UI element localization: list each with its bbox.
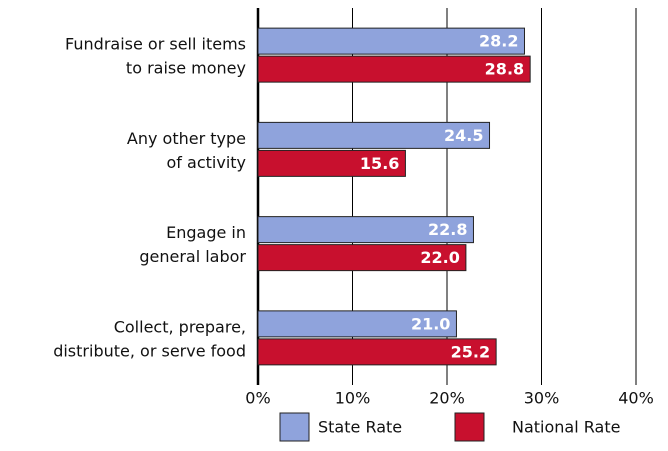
x-tick-label: 30%	[524, 389, 560, 408]
legend-swatch	[454, 412, 485, 442]
y-tick-label: general labor	[139, 247, 246, 266]
x-tick-label: 0%	[245, 389, 270, 408]
data-label: 22.0	[420, 248, 459, 267]
data-label: 21.0	[411, 314, 450, 333]
data-label: 24.5	[444, 126, 483, 145]
y-tick-label: Engage in	[166, 223, 246, 242]
legend-label: State Rate	[318, 418, 402, 437]
y-tick-label: distribute, or serve food	[53, 341, 246, 360]
data-label: 22.8	[428, 220, 467, 239]
data-label: 15.6	[360, 154, 399, 173]
y-tick-label: to raise money	[126, 59, 246, 78]
bar	[257, 55, 531, 83]
bar	[257, 216, 474, 244]
y-tick-label: Collect, prepare,	[114, 317, 246, 336]
y-tick-label: of activity	[167, 153, 246, 172]
legend-swatch	[279, 412, 310, 442]
data-label: 28.8	[485, 60, 524, 79]
bar	[257, 310, 457, 338]
y-tick-label: Any other type	[127, 129, 246, 148]
data-label: 25.2	[451, 342, 490, 361]
data-label: 28.2	[479, 32, 518, 51]
bar	[257, 149, 406, 177]
legend-label: National Rate	[512, 418, 620, 437]
x-tick-label: 20%	[429, 389, 465, 408]
bar	[257, 27, 525, 55]
y-tick-label: Fundraise or sell items	[65, 35, 246, 54]
x-tick-label: 10%	[335, 389, 371, 408]
bar	[257, 121, 491, 149]
bar	[257, 338, 497, 366]
x-tick-label: 40%	[618, 389, 654, 408]
bar	[257, 244, 467, 272]
